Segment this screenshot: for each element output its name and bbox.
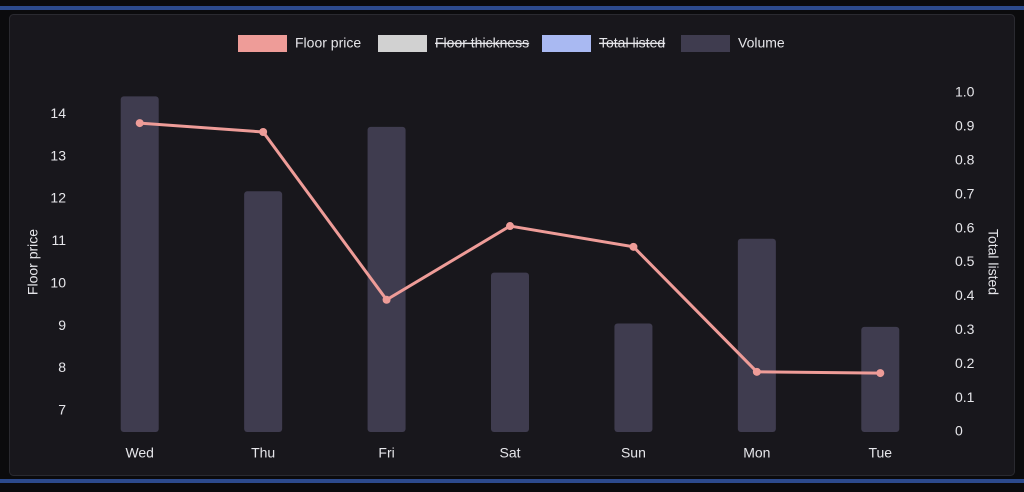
y2-tick-label: 1.0 xyxy=(955,84,975,100)
legend-label: Floor price xyxy=(295,35,361,51)
y2-tick-label: 0.1 xyxy=(955,389,975,405)
y2-tick-label: 0 xyxy=(955,423,963,439)
x-tick-label: Thu xyxy=(251,445,275,461)
y-tick-label: 11 xyxy=(51,232,66,248)
legend-label: Floor thickness xyxy=(435,35,529,51)
bar xyxy=(491,272,529,432)
y-tick-label: 12 xyxy=(50,190,66,206)
x-tick-label: Wed xyxy=(125,445,154,461)
y-tick-label: 9 xyxy=(58,317,66,333)
point xyxy=(629,242,638,251)
x-tick-label: Mon xyxy=(743,445,770,461)
bar xyxy=(120,96,159,432)
x-tick-label: Fri xyxy=(378,445,394,461)
point xyxy=(259,127,268,136)
y2-tick-label: 0.2 xyxy=(955,355,975,371)
y2-tick-label: 0.8 xyxy=(955,152,975,168)
y2-tick-label: 0.9 xyxy=(955,118,975,134)
legend-label: Total listed xyxy=(599,35,665,51)
bar xyxy=(861,326,900,432)
y2-axis-title: Total listed xyxy=(985,229,1001,295)
legend-swatch xyxy=(238,35,287,52)
y2-tick-label: 0.3 xyxy=(955,321,975,337)
point xyxy=(876,369,885,378)
point xyxy=(506,222,514,231)
y2-tick-label: 0.6 xyxy=(955,219,975,235)
bar xyxy=(367,126,406,433)
top-border xyxy=(0,6,1024,10)
y2-tick-label: 0.7 xyxy=(955,185,975,201)
bottom-border xyxy=(0,479,1024,483)
x-tick-label: Tue xyxy=(868,445,892,461)
legend-swatch xyxy=(681,35,730,52)
x-tick-label: Sat xyxy=(499,445,520,461)
legend-swatch xyxy=(378,35,427,52)
legend-label: Volume xyxy=(738,35,785,51)
y-tick-label: 14 xyxy=(50,105,66,121)
y-tick-label: 10 xyxy=(50,274,66,290)
point xyxy=(752,367,761,376)
bar xyxy=(737,238,776,432)
y-axis-title: Floor price xyxy=(25,229,41,295)
y-tick-label: 13 xyxy=(50,147,66,163)
point xyxy=(382,295,391,304)
y2-tick-label: 0.5 xyxy=(955,253,975,269)
x-tick-label: Sun xyxy=(621,445,646,461)
y-tick-label: 8 xyxy=(58,359,66,375)
y-tick-label: 7 xyxy=(58,402,66,418)
legend-swatch xyxy=(542,35,591,52)
point xyxy=(135,119,144,128)
bar xyxy=(244,191,283,432)
y2-tick-label: 0.4 xyxy=(955,287,975,303)
bar xyxy=(614,323,653,432)
